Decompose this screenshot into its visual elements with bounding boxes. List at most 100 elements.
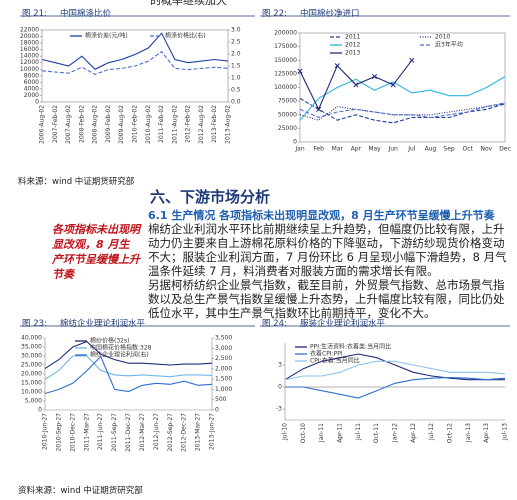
x-tick-label: Mar	[332, 146, 344, 153]
legend-label: PPI:生活资料:衣着类:当月同比	[310, 343, 391, 351]
y-tick-label: 4000	[24, 85, 39, 92]
legend-label: 近3年平均	[435, 41, 463, 49]
x-tick-label: Feb	[313, 146, 324, 153]
y2-tick-label: 2.0	[231, 51, 241, 58]
y-tick-label: 100000	[274, 84, 297, 91]
y-tick-label: 15,000	[21, 380, 42, 387]
y2-tick-label: 3.0	[231, 27, 241, 34]
x-tick-label: Aug	[425, 146, 437, 153]
source: 料来源：wind 中证期货研究部	[18, 177, 135, 187]
x-tick-label: Jul-10	[282, 423, 289, 441]
legend-label: 棉纺企业理论利润(右)	[90, 351, 149, 359]
y-tick-label: 35,000	[21, 344, 42, 351]
series-line	[285, 376, 506, 399]
y2-tick-label: 0.0	[231, 99, 241, 106]
x-tick-label: Oct-10	[300, 423, 307, 443]
series-line	[284, 360, 506, 381]
y-tick-label: 75000	[278, 98, 297, 105]
x-tick-label: 2009-Aug-02	[118, 105, 125, 144]
x-tick-label: Oct	[463, 146, 474, 153]
point-marker	[353, 82, 359, 88]
x-tick-label: 2011-Jun-27	[97, 413, 104, 450]
y2-tick-label: 1.0	[231, 75, 241, 82]
y-tick-label: 150000	[274, 57, 297, 64]
x-tick-label: 2011-Dec-27	[125, 413, 132, 452]
y2-tick-label: 3,000	[215, 345, 232, 352]
section-heading: 六、下游市场分析	[150, 188, 271, 206]
y-tick-label: 40,000	[21, 335, 42, 342]
y-tick-label: 25,000	[21, 362, 42, 369]
x-tick-label: 2013-Aug-02	[225, 105, 232, 144]
x-tick-label: Apr	[351, 146, 362, 153]
x-tick-label: 2012-Feb-02	[185, 105, 192, 143]
y2-tick-label: 2,500	[215, 355, 232, 362]
point-marker	[390, 82, 396, 88]
x-tick-label: 2012-Aug-02	[198, 105, 205, 144]
figure-number: 图 22:	[262, 9, 287, 19]
legend-label: 棉涤价差(元/吨)	[85, 32, 128, 40]
source: 资料来源：wind 中证期货研究部	[18, 486, 143, 496]
figure-title: 服装企业理论利润水平	[300, 319, 386, 329]
y-tick-label: 10,000	[21, 389, 42, 396]
legend-label: CPI:衣着:当月同比	[310, 357, 360, 365]
series-line	[284, 353, 505, 381]
point-marker	[371, 74, 378, 80]
x-tick-label: Apr-13	[483, 423, 490, 443]
x-tick-label: 2010-Dec-27	[69, 413, 76, 452]
x-tick-label: 2012-Mar-27	[139, 413, 146, 451]
x-tick-label: 2007-Feb-02	[52, 105, 59, 143]
y2-tick-label: 1,500	[215, 376, 232, 383]
paragraph: 棉纺企业利润水平环比前期继续呈上升趋势，但幅度仍比较有限，上升动力仍主要来自上游…	[148, 222, 507, 278]
y-tick-label: 5,000	[25, 398, 42, 405]
series-line	[299, 103, 506, 121]
series-line	[299, 102, 506, 119]
x-tick-label: 2013-Jun-27	[209, 413, 216, 450]
x-tick-label: 2013-Mar-27	[195, 413, 202, 451]
x-tick-label: 2011-Mar-27	[83, 413, 90, 451]
x-tick-label: Jan	[294, 146, 304, 153]
y-tick-label: 0	[35, 99, 39, 106]
y-tick-label: 12000	[20, 59, 39, 66]
legend-label: 棉纱价格(32s)	[90, 337, 129, 345]
x-tick-label: Nov	[481, 146, 493, 153]
x-tick-label: 2008-Feb-02	[78, 105, 85, 143]
legend-label: 2012	[345, 42, 360, 49]
x-tick-label: 2012-Jun-27	[153, 413, 160, 450]
x-tick-label: Jul-12	[428, 423, 435, 441]
y-tick-label: 20,000	[21, 371, 42, 378]
x-tick-label: Jan-11	[318, 423, 325, 443]
series-line	[299, 76, 506, 121]
legend-label: 2010	[435, 34, 450, 41]
x-tick-label: Apr-11	[337, 423, 344, 443]
cut-text: 的概率继续加大	[150, 0, 227, 7]
x-tick-label: Jan-12	[392, 423, 399, 443]
point-marker	[316, 106, 322, 112]
y-tick-label: 6000	[24, 79, 39, 86]
x-tick-label: 2006-Aug-02	[39, 105, 46, 144]
y-tick-label: 125000	[274, 70, 297, 77]
x-tick-label: 2011-Aug-02	[171, 105, 178, 144]
y-tick-label: 0	[278, 384, 282, 391]
x-tick-label: Jul-13	[502, 423, 509, 441]
y-tick-label: 16000	[20, 46, 39, 53]
point-marker	[297, 68, 303, 74]
x-tick-label: May	[368, 146, 381, 153]
x-tick-label: 2011-Sep-27	[111, 413, 118, 452]
x-tick-label: 2009-Feb-02	[105, 105, 112, 143]
y-tick-label: 18000	[20, 40, 39, 47]
x-tick-label: 2013-Feb-02	[211, 105, 218, 143]
y2-tick-label: 500	[215, 396, 227, 403]
series-line	[44, 355, 213, 380]
y-tick-label: 3	[278, 362, 282, 369]
series-line	[44, 340, 213, 370]
x-tick-label: 2010-Aug-02	[145, 105, 152, 144]
y-tick-label: 200000	[274, 30, 297, 37]
y-tick-label: -3	[276, 406, 282, 413]
y-tick-label: 25000	[278, 125, 297, 132]
x-tick-label: Dec	[499, 146, 511, 153]
y-tick-label: 30,000	[21, 353, 42, 360]
x-tick-label: 2012-Dec-27	[181, 413, 188, 452]
paragraph: 另据柯桥纺织企业景气指数，截至目前，外贸景气指数、总市场景气指数以及总生产景气指…	[148, 278, 505, 320]
